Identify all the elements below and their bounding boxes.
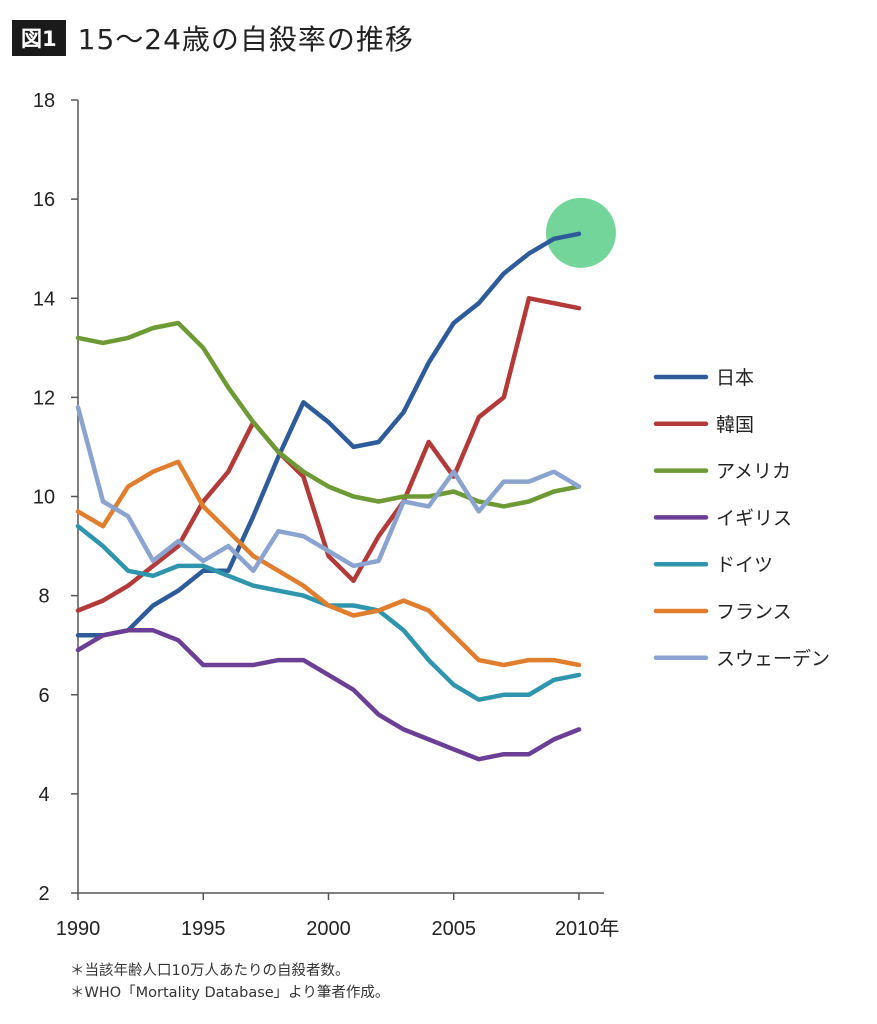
y-tick-label: 8 <box>38 586 49 608</box>
legend-label: 日本 <box>716 367 754 389</box>
y-tick-label: 10 <box>33 487 55 509</box>
x-tick-label: 2005 <box>431 918 476 940</box>
series-line <box>75 459 582 668</box>
footnotes: ＊当該年齢人口10万人あたりの自殺者数。 ＊WHO「Mortality Data… <box>70 960 389 1004</box>
page-title: 15～24歳の自殺率の推移 <box>77 23 414 56</box>
y-tick-label: 2 <box>38 883 49 905</box>
y-tick-label: 18 <box>33 90 55 112</box>
series-line <box>75 231 582 638</box>
x-tick-label: 1995 <box>181 918 226 940</box>
legend-label: ドイツ <box>716 554 773 576</box>
y-tick-label: 6 <box>38 685 49 707</box>
legend-label: アメリカ <box>716 461 791 483</box>
series-line <box>75 296 582 613</box>
y-tick-label: 12 <box>33 387 55 409</box>
legend-label: 韓国 <box>716 414 754 436</box>
footnote: ＊WHO「Mortality Database」より筆者作成。 <box>70 985 390 1001</box>
legend-label: フランス <box>716 601 792 623</box>
footnote: ＊当該年齢人口10万人あたりの自殺者数。 <box>70 963 350 979</box>
y-tick-label: 4 <box>38 784 49 806</box>
x-tick-label: 2010年 <box>555 917 620 940</box>
legend-label: スウェーデン <box>716 648 830 670</box>
series-line <box>75 628 582 762</box>
line-chart: 2 4 6 8 10 12 14 16 18 1990 1995 2000 2005 2010年 日本韓国ア… <box>33 90 830 940</box>
figure-badge: 図1 <box>12 20 66 56</box>
series-line <box>75 320 582 509</box>
series-line <box>75 405 582 574</box>
y-tick-label: 14 <box>33 288 55 310</box>
y-tick-label: 16 <box>33 189 55 211</box>
chart-header: 図1 15～24歳の自殺率の推移 <box>12 18 414 58</box>
x-tick-label: 2000 <box>306 918 351 940</box>
legend-label: イギリス <box>716 507 792 529</box>
x-tick-label: 1990 <box>56 918 101 940</box>
